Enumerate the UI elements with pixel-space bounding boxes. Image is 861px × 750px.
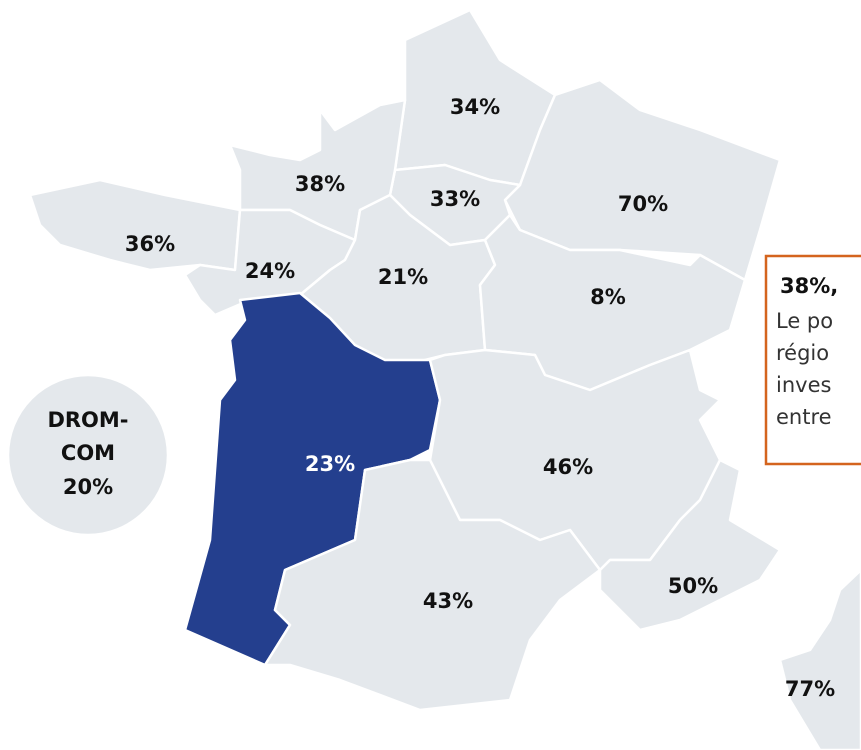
callout-line: entre — [776, 405, 832, 429]
callout-box — [764, 254, 861, 466]
callout-line: inves — [776, 373, 831, 397]
region-label: 46% — [543, 455, 593, 479]
region-label: 8% — [590, 285, 626, 309]
region-label: 33% — [430, 187, 480, 211]
regions — [6, 8, 861, 750]
region-label: 70% — [618, 192, 668, 216]
region-label: 21% — [378, 265, 428, 289]
region-label: 24% — [245, 259, 295, 283]
drom-com-label: DROM- — [47, 408, 128, 432]
region-label: 50% — [668, 574, 718, 598]
region-paca — [598, 458, 782, 632]
drom-com-circle — [6, 373, 170, 537]
region-label: 23% — [305, 452, 355, 476]
drom-com-label: 20% — [63, 475, 113, 499]
callout: 38%, Le po régio inves entre — [764, 254, 861, 466]
callout-line: régio — [776, 341, 829, 365]
drom-com-label: COM — [61, 441, 115, 465]
region-label: 43% — [423, 589, 473, 613]
region-label: 34% — [450, 95, 500, 119]
region-bretagne — [28, 178, 242, 272]
region-label: 36% — [125, 232, 175, 256]
region-bourgogne — [478, 213, 747, 392]
callout-title: 38%, — [780, 274, 838, 298]
labels: 34% 70% 33% 38% 36% 24% 21% 8% 23% 46% 4… — [47, 95, 835, 701]
region-corse — [778, 568, 861, 750]
region-occitanie — [263, 458, 602, 712]
region-label: 77% — [785, 677, 835, 701]
region-label: 38% — [295, 172, 345, 196]
callout-line: Le po — [776, 309, 833, 333]
